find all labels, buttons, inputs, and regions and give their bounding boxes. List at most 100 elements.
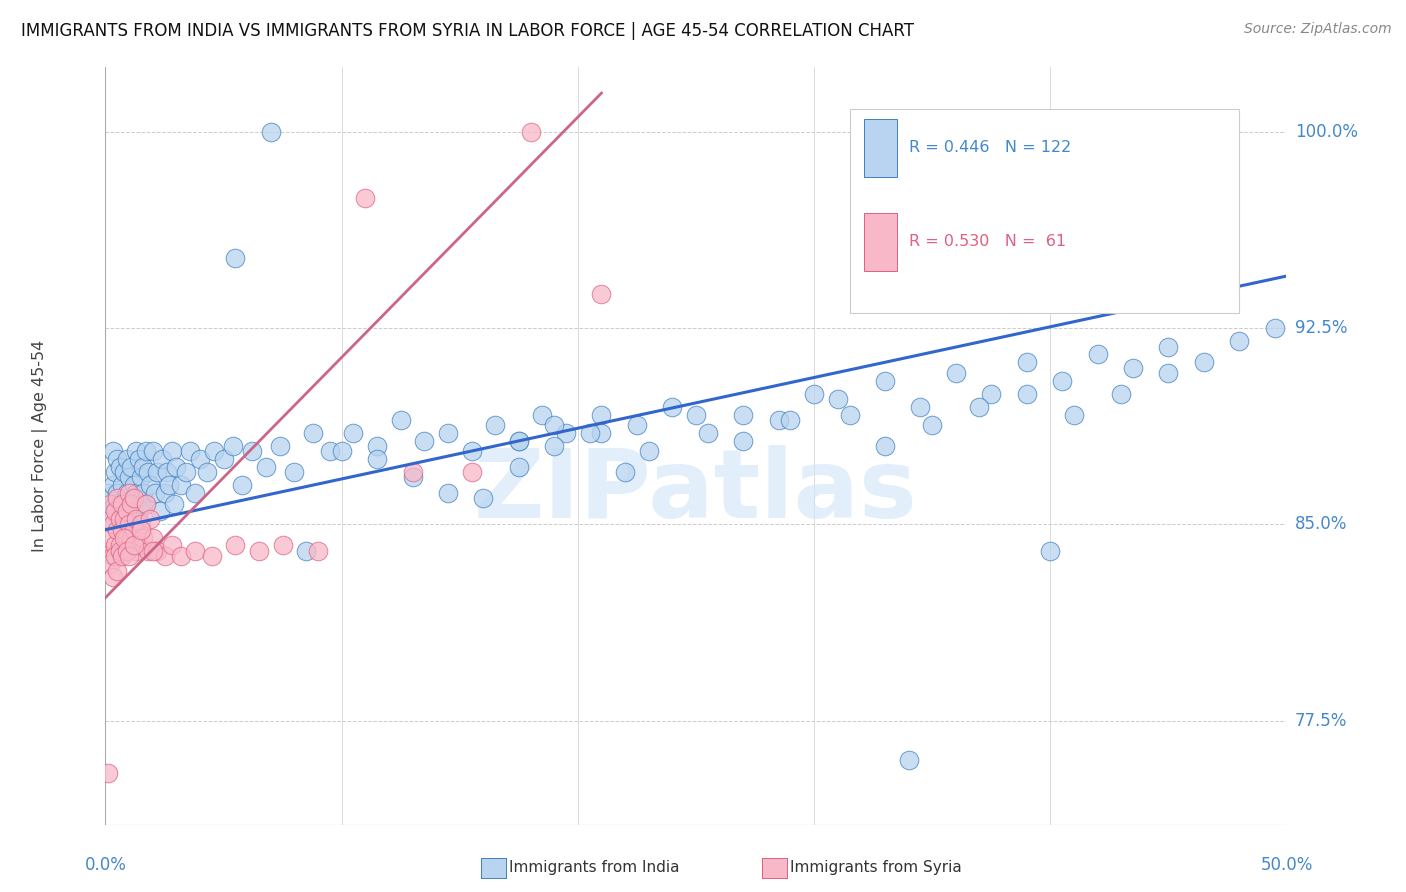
- Point: [149, 504, 172, 518]
- Point: [111, 478, 134, 492]
- Point: [108, 538, 131, 552]
- Point: [437, 486, 460, 500]
- Point: [591, 287, 613, 301]
- Point: [969, 400, 991, 414]
- Point: [779, 413, 801, 427]
- Point: [1039, 543, 1062, 558]
- Text: 50.0%: 50.0%: [1260, 856, 1313, 874]
- Point: [135, 444, 157, 458]
- Text: IMMIGRANTS FROM INDIA VS IMMIGRANTS FROM SYRIA IN LABOR FORCE | AGE 45-54 CORREL: IMMIGRANTS FROM INDIA VS IMMIGRANTS FROM…: [21, 22, 914, 40]
- Text: R = 0.446   N = 122: R = 0.446 N = 122: [908, 140, 1071, 155]
- Text: 85.0%: 85.0%: [1295, 516, 1347, 533]
- Point: [135, 496, 157, 510]
- Point: [661, 400, 683, 414]
- Point: [128, 452, 150, 467]
- Point: [637, 444, 659, 458]
- Point: [803, 386, 825, 401]
- Point: [543, 439, 565, 453]
- Point: [97, 486, 120, 500]
- Point: [105, 486, 128, 500]
- Point: [366, 452, 388, 467]
- Point: [174, 465, 197, 479]
- Point: [991, 235, 1014, 249]
- Point: [555, 425, 578, 440]
- Point: [115, 531, 138, 545]
- Point: [945, 125, 967, 139]
- Point: [101, 478, 124, 492]
- Text: Immigrants from Syria: Immigrants from Syria: [790, 860, 962, 874]
- Point: [132, 486, 155, 500]
- Point: [129, 517, 152, 532]
- Point: [104, 496, 127, 510]
- Point: [437, 425, 460, 440]
- Point: [696, 425, 718, 440]
- Point: [125, 543, 148, 558]
- Point: [733, 408, 755, 422]
- Point: [105, 523, 128, 537]
- Point: [104, 538, 127, 552]
- Point: [125, 444, 148, 458]
- Point: [484, 418, 506, 433]
- Point: [1109, 386, 1132, 401]
- Text: 92.5%: 92.5%: [1295, 319, 1347, 337]
- Point: [136, 465, 159, 479]
- Point: [295, 543, 318, 558]
- Point: [120, 496, 142, 510]
- Text: R = 0.530   N =  61: R = 0.530 N = 61: [908, 235, 1066, 250]
- Point: [98, 531, 121, 545]
- Point: [195, 465, 218, 479]
- Point: [111, 496, 134, 510]
- Point: [626, 418, 648, 433]
- Point: [472, 491, 495, 506]
- Point: [129, 523, 152, 537]
- Point: [460, 465, 482, 479]
- Point: [591, 408, 613, 422]
- Point: [614, 465, 637, 479]
- Point: [342, 425, 364, 440]
- Point: [508, 434, 530, 448]
- Point: [118, 549, 141, 563]
- Point: [122, 517, 145, 532]
- Point: [184, 543, 207, 558]
- Point: [128, 538, 150, 552]
- Point: [112, 504, 135, 518]
- Point: [945, 366, 967, 380]
- Point: [153, 549, 176, 563]
- Point: [105, 565, 128, 579]
- Point: [156, 465, 179, 479]
- Point: [188, 452, 211, 467]
- Point: [302, 425, 325, 440]
- Point: [125, 512, 148, 526]
- Point: [160, 444, 183, 458]
- Point: [132, 531, 155, 545]
- Point: [366, 439, 388, 453]
- Point: [118, 517, 141, 532]
- Point: [1050, 374, 1073, 388]
- Point: [1192, 355, 1215, 369]
- Point: [122, 523, 145, 537]
- Point: [153, 486, 176, 500]
- Point: [146, 465, 169, 479]
- Point: [413, 434, 436, 448]
- Point: [401, 470, 423, 484]
- Point: [105, 452, 128, 467]
- Bar: [863, 213, 897, 270]
- Point: [460, 444, 482, 458]
- Point: [129, 496, 152, 510]
- Point: [118, 470, 141, 484]
- Point: [260, 125, 283, 139]
- Point: [910, 400, 932, 414]
- Point: [105, 491, 128, 506]
- Point: [122, 538, 145, 552]
- Point: [269, 439, 291, 453]
- Point: [389, 413, 412, 427]
- Point: [111, 512, 134, 526]
- Point: [307, 543, 329, 558]
- Point: [142, 444, 165, 458]
- Point: [108, 496, 131, 510]
- Point: [139, 478, 162, 492]
- Point: [247, 543, 270, 558]
- Point: [768, 413, 790, 427]
- Point: [401, 465, 423, 479]
- Point: [112, 543, 135, 558]
